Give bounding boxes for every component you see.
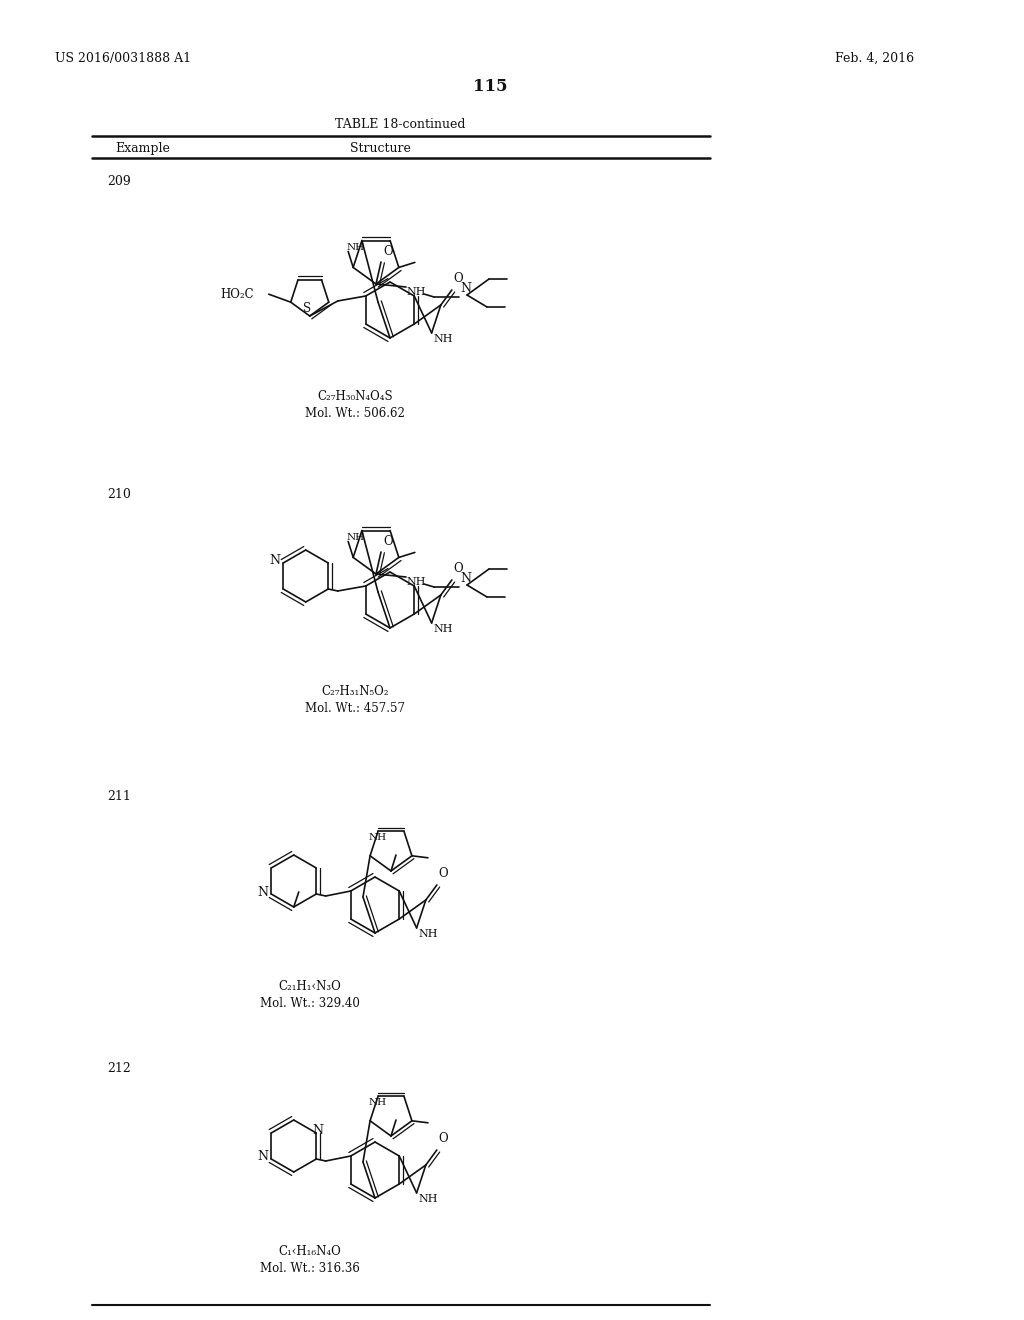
Text: NH: NH bbox=[369, 833, 387, 842]
Text: NH: NH bbox=[406, 286, 426, 297]
Text: Example: Example bbox=[115, 143, 170, 154]
Text: NH: NH bbox=[419, 1195, 438, 1204]
Text: O: O bbox=[383, 535, 392, 548]
Text: Mol. Wt.: 316.36: Mol. Wt.: 316.36 bbox=[260, 1262, 360, 1275]
Text: TABLE 18-continued: TABLE 18-continued bbox=[335, 117, 465, 131]
Text: O: O bbox=[439, 867, 449, 880]
Text: US 2016/0031888 A1: US 2016/0031888 A1 bbox=[55, 51, 191, 65]
Text: 211: 211 bbox=[106, 789, 131, 803]
Text: 210: 210 bbox=[106, 488, 131, 502]
Text: Mol. Wt.: 457.57: Mol. Wt.: 457.57 bbox=[305, 702, 406, 715]
Text: O: O bbox=[383, 246, 392, 257]
Text: N: N bbox=[269, 554, 281, 568]
Text: HO₂C: HO₂C bbox=[221, 288, 254, 301]
Text: C₂₁H₁‹N₃O: C₂₁H₁‹N₃O bbox=[279, 979, 341, 993]
Text: NH: NH bbox=[433, 624, 453, 634]
Text: NH: NH bbox=[347, 243, 365, 252]
Text: N: N bbox=[460, 572, 471, 585]
Text: 212: 212 bbox=[106, 1063, 131, 1074]
Text: NH: NH bbox=[419, 929, 438, 939]
Text: O: O bbox=[454, 562, 464, 576]
Text: NH: NH bbox=[406, 577, 426, 587]
Text: 209: 209 bbox=[106, 176, 131, 187]
Text: C₂₇H₃₀N₄O₄S: C₂₇H₃₀N₄O₄S bbox=[317, 389, 393, 403]
Text: C₁‹H₁₆N₄O: C₁‹H₁₆N₄O bbox=[279, 1245, 341, 1258]
Text: Feb. 4, 2016: Feb. 4, 2016 bbox=[835, 51, 914, 65]
Text: Mol. Wt.: 506.62: Mol. Wt.: 506.62 bbox=[305, 407, 404, 420]
Text: N: N bbox=[258, 1151, 268, 1163]
Text: O: O bbox=[439, 1133, 449, 1144]
Text: S: S bbox=[303, 302, 311, 315]
Text: O: O bbox=[454, 272, 464, 285]
Text: NH: NH bbox=[433, 334, 453, 345]
Text: N: N bbox=[258, 886, 268, 899]
Text: NH: NH bbox=[347, 532, 365, 541]
Text: N: N bbox=[460, 282, 471, 294]
Text: NH: NH bbox=[369, 1098, 387, 1107]
Text: Mol. Wt.: 329.40: Mol. Wt.: 329.40 bbox=[260, 997, 360, 1010]
Text: N: N bbox=[312, 1125, 324, 1138]
Text: C₂₇H₃₁N₅O₂: C₂₇H₃₁N₅O₂ bbox=[322, 685, 389, 698]
Text: Structure: Structure bbox=[349, 143, 411, 154]
Text: 115: 115 bbox=[473, 78, 507, 95]
